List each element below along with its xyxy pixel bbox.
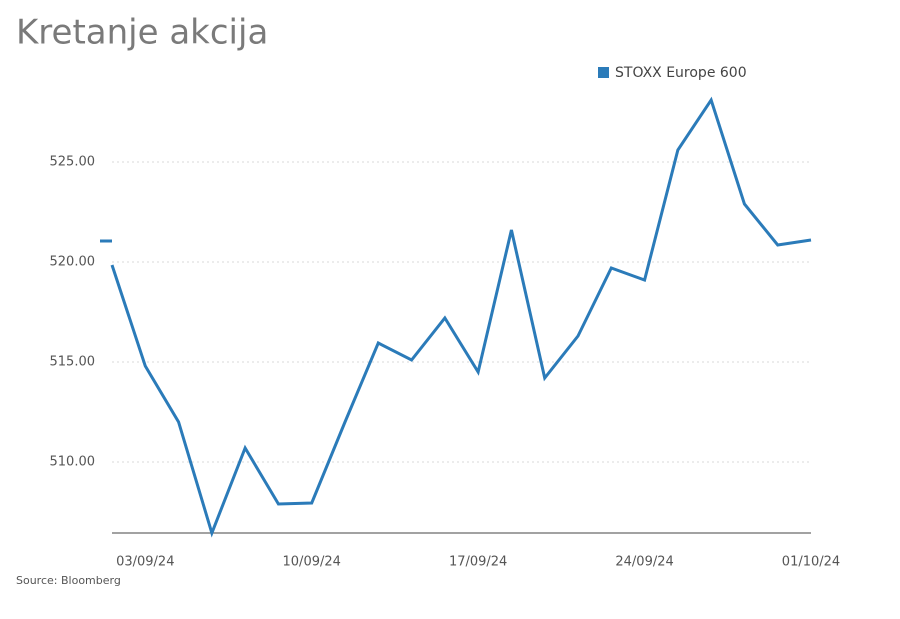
legend-label: STOXX Europe 600 xyxy=(615,65,747,81)
y-tick-label: 515.00 xyxy=(50,355,96,370)
data-line xyxy=(110,96,812,538)
source-note: Source: Bloomberg xyxy=(16,574,121,587)
y-tick-label: 525.00 xyxy=(50,155,96,170)
x-tick-label: 17/09/24 xyxy=(449,555,507,570)
chart-title: Kretanje akcija xyxy=(16,13,268,53)
legend-swatch xyxy=(598,67,609,78)
x-tick-label: 01/10/24 xyxy=(782,555,840,570)
x-tick-label: 24/09/24 xyxy=(615,555,673,570)
y-tick-label: 510.00 xyxy=(50,455,96,470)
x-tick-label: 10/09/24 xyxy=(283,555,341,570)
y-tick-label: 520.00 xyxy=(50,255,96,270)
x-tick-label: 03/09/24 xyxy=(116,555,174,570)
